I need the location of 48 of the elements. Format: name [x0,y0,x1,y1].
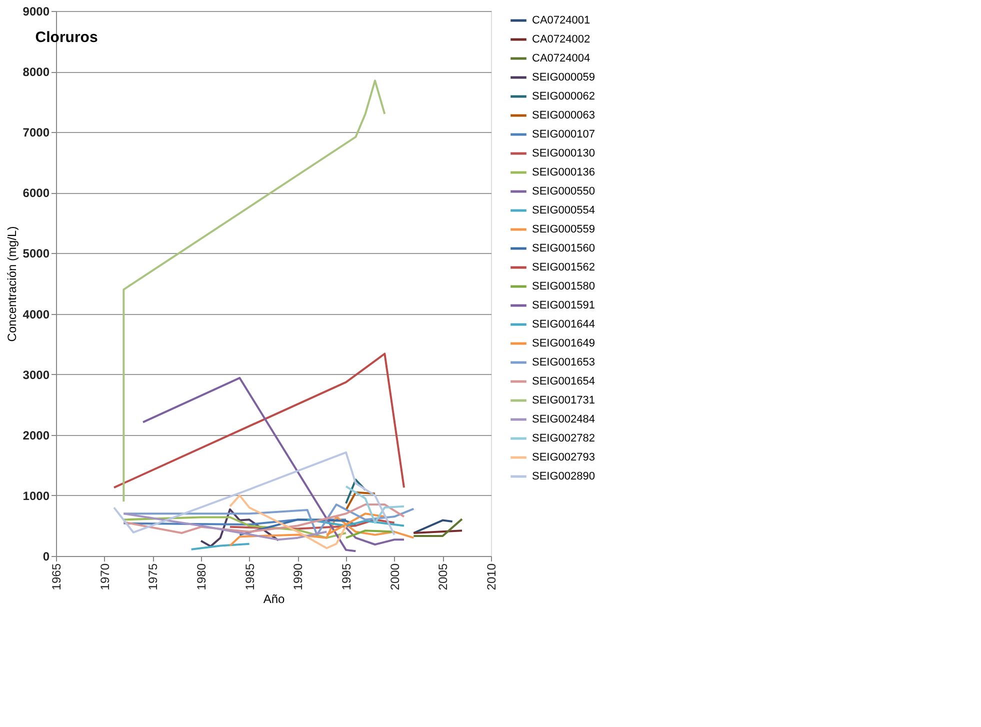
y-tick-label: 4000 [22,307,50,322]
legend-label: SEIG000062 [532,90,595,102]
legend-label: SEIG001580 [532,280,595,292]
x-tick-label: 1985 [242,563,257,590]
legend-label: SEIG001731 [532,394,595,406]
legend-label: SEIG000559 [532,224,595,236]
x-tick-label: 2000 [388,563,402,590]
x-tick-label: 1970 [98,563,112,590]
x-tick-label: 1975 [146,563,160,590]
legend-label: SEIG001562 [532,262,595,274]
y-tick-label: 8000 [22,65,50,80]
legend-label: SEIG001649 [532,338,595,350]
x-tick-label: 1965 [50,563,64,590]
x-tick-label: 1990 [291,563,306,590]
y-tick-label: 2000 [22,428,50,442]
y-tick-label: 9000 [22,4,50,18]
legend-label: SEIG002793 [532,452,595,464]
legend-label: SEIG001653 [532,356,595,368]
legend-label: SEIG000107 [532,128,595,140]
legend-label: SEIG000063 [532,110,595,122]
legend-label: CA0724002 [532,34,590,46]
x-axis-title: Año [263,592,285,606]
legend-label: SEIG000554 [532,204,595,216]
legend-label: SEIG002890 [532,470,595,482]
y-tick-label: 7000 [22,126,50,140]
x-tick-label: 1995 [340,563,354,590]
legend-label: SEIG001560 [532,242,595,254]
legend-label: SEIG000136 [532,166,595,178]
x-tick-label: 2005 [436,563,450,590]
x-tick-label: 2010 [484,563,498,590]
y-tick-label: 6000 [22,186,50,200]
x-tick-label: 1980 [194,563,208,590]
legend-label: SEIG001644 [532,318,595,330]
y-tick-label: 1000 [22,488,50,503]
text: Cloruros [35,29,98,46]
legend-label: SEIG000130 [532,148,595,160]
legend-label: SEIG002782 [532,432,595,444]
legend-label: CA0724004 [532,52,590,64]
legend-label: SEIG000059 [532,72,595,84]
y-tick-label: 3000 [22,368,50,382]
legend-label: CA0724001 [532,14,590,26]
y-axis-title: Concentración (mg/L) [4,226,19,342]
y-tick-label: 5000 [22,246,50,261]
legend-label: SEIG001654 [532,376,595,388]
y-tick-label: 0 [42,550,50,564]
legend-label: SEIG000550 [532,186,595,198]
legend-label: SEIG002484 [532,414,595,426]
legend-label: SEIG001591 [532,300,595,312]
